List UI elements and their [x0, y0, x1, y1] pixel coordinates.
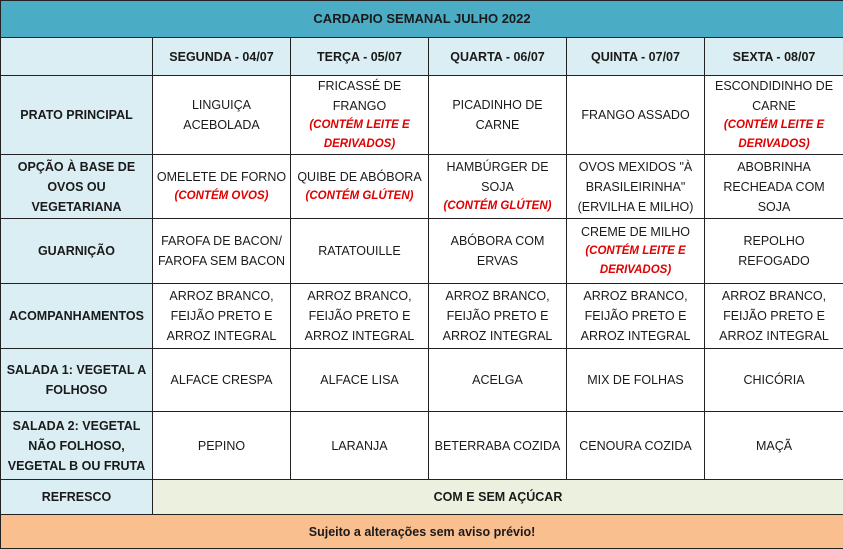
- menu-cell: ALFACE CRESPA: [153, 349, 291, 412]
- dish-name: HAMBÚRGER DE SOJA: [432, 157, 563, 197]
- menu-cell: ARROZ BRANCO, FEIJÃO PRETO E ARROZ INTEG…: [429, 284, 567, 349]
- day-header: QUINTA - 07/07: [567, 38, 705, 76]
- dish-name: ACELGA: [432, 370, 563, 390]
- menu-cell: FRANGO ASSADO: [567, 76, 705, 155]
- dish-name: LINGUIÇA ACEBOLADA: [156, 95, 287, 135]
- dish-name: REPOLHO REFOGADO: [708, 231, 840, 271]
- menu-cell: PICADINHO DE CARNE: [429, 76, 567, 155]
- menu-row: SALADA 2: VEGETAL NÃO FOLHOSO, VEGETAL B…: [1, 412, 843, 480]
- dish-name: ABÓBORA COM ERVAS: [432, 231, 563, 271]
- allergen-note: (CONTÉM LEITE E DERIVADOS): [570, 242, 701, 280]
- menu-cell: ESCONDIDINHO DE CARNE(CONTÉM LEITE E DER…: [705, 76, 843, 155]
- row-label: SALADA 1: VEGETAL A FOLHOSO: [1, 349, 153, 412]
- menu-cell: CREME DE MILHO(CONTÉM LEITE E DERIVADOS): [567, 219, 705, 284]
- menu-cell: ARROZ BRANCO, FEIJÃO PRETO E ARROZ INTEG…: [705, 284, 843, 349]
- day-header: SEXTA - 08/07: [705, 38, 843, 76]
- dish-name: QUIBE DE ABÓBORA: [294, 167, 425, 187]
- menu-cell: ABÓBORA COM ERVAS: [429, 219, 567, 284]
- allergen-note: (CONTÉM OVOS): [156, 187, 287, 206]
- menu-cell: ARROZ BRANCO, FEIJÃO PRETO E ARROZ INTEG…: [153, 284, 291, 349]
- menu-cell: ARROZ BRANCO, FEIJÃO PRETO E ARROZ INTEG…: [291, 284, 429, 349]
- allergen-note: (CONTÉM GLÚTEN): [432, 197, 563, 216]
- dish-name: ARROZ BRANCO, FEIJÃO PRETO E ARROZ INTEG…: [294, 286, 425, 346]
- dish-name: OVOS MEXIDOS "À BRASILEIRINHA" (ERVILHA …: [570, 157, 701, 217]
- dish-name: ARROZ BRANCO, FEIJÃO PRETO E ARROZ INTEG…: [156, 286, 287, 346]
- menu-cell: HAMBÚRGER DE SOJA(CONTÉM GLÚTEN): [429, 155, 567, 219]
- day-header: QUARTA - 06/07: [429, 38, 567, 76]
- menu-cell: BETERRABA COZIDA: [429, 412, 567, 480]
- menu-cell: ALFACE LISA: [291, 349, 429, 412]
- dish-name: PICADINHO DE CARNE: [432, 95, 563, 135]
- menu-cell: OMELETE DE FORNO(CONTÉM OVOS): [153, 155, 291, 219]
- menu-cell: QUIBE DE ABÓBORA(CONTÉM GLÚTEN): [291, 155, 429, 219]
- allergen-note: (CONTÉM LEITE E DERIVADOS): [708, 116, 840, 154]
- row-label: PRATO PRINCIPAL: [1, 76, 153, 155]
- dish-name: ABOBRINHA RECHEADA COM SOJA: [708, 157, 840, 217]
- dish-name: ARROZ BRANCO, FEIJÃO PRETO E ARROZ INTEG…: [570, 286, 701, 346]
- menu-cell: CHICÓRIA: [705, 349, 843, 412]
- day-header: SEGUNDA - 04/07: [153, 38, 291, 76]
- dish-name: FRANGO ASSADO: [570, 105, 701, 125]
- dish-name: FRICASSÉ DE FRANGO: [294, 76, 425, 116]
- dish-name: CREME DE MILHO: [570, 222, 701, 242]
- menu-cell: FRICASSÉ DE FRANGO(CONTÉM LEITE E DERIVA…: [291, 76, 429, 155]
- footer-note: Sujeito a alterações sem aviso prévio!: [1, 515, 843, 549]
- row-label: GUARNIÇÃO: [1, 219, 153, 284]
- dish-name: MAÇÃ: [708, 436, 840, 456]
- dish-name: ESCONDIDINHO DE CARNE: [708, 76, 840, 116]
- row-label: REFRESCO: [1, 480, 153, 515]
- dish-name: CENOURA COZIDA: [570, 436, 701, 456]
- menu-cell: LARANJA: [291, 412, 429, 480]
- menu-cell: MAÇÃ: [705, 412, 843, 480]
- menu-cell: CENOURA COZIDA: [567, 412, 705, 480]
- dish-name: ALFACE LISA: [294, 370, 425, 390]
- allergen-note: (CONTÉM LEITE E DERIVADOS): [294, 116, 425, 154]
- menu-cell: PEPINO: [153, 412, 291, 480]
- menu-cell: RATATOUILLE: [291, 219, 429, 284]
- dish-name: ALFACE CRESPA: [156, 370, 287, 390]
- day-header: TERÇA - 05/07: [291, 38, 429, 76]
- menu-cell: REPOLHO REFOGADO: [705, 219, 843, 284]
- dish-name: PEPINO: [156, 436, 287, 456]
- row-label: OPÇÃO À BASE DE OVOS OU VEGETARIANA: [1, 155, 153, 219]
- row-label: ACOMPANHAMENTOS: [1, 284, 153, 349]
- menu-cell: OVOS MEXIDOS "À BRASILEIRINHA" (ERVILHA …: [567, 155, 705, 219]
- refresco-row: REFRESCO COM E SEM AÇÚCAR: [1, 480, 843, 515]
- menu-cell: ARROZ BRANCO, FEIJÃO PRETO E ARROZ INTEG…: [567, 284, 705, 349]
- row-label: SALADA 2: VEGETAL NÃO FOLHOSO, VEGETAL B…: [1, 412, 153, 480]
- allergen-note: (CONTÉM GLÚTEN): [294, 187, 425, 206]
- menu-cell: LINGUIÇA ACEBOLADA: [153, 76, 291, 155]
- menu-cell: MIX DE FOLHAS: [567, 349, 705, 412]
- dish-name: ARROZ BRANCO, FEIJÃO PRETO E ARROZ INTEG…: [432, 286, 563, 346]
- menu-cell: FAROFA DE BACON/ FAROFA SEM BACON: [153, 219, 291, 284]
- dish-name: MIX DE FOLHAS: [570, 370, 701, 390]
- menu-title: CARDAPIO SEMANAL JULHO 2022: [1, 1, 843, 38]
- menu-cell: ACELGA: [429, 349, 567, 412]
- dish-name: CHICÓRIA: [708, 370, 840, 390]
- dish-name: RATATOUILLE: [294, 241, 425, 261]
- dish-name: LARANJA: [294, 436, 425, 456]
- dish-name: BETERRABA COZIDA: [432, 436, 563, 456]
- refresco-value: COM E SEM AÇÚCAR: [153, 480, 843, 515]
- dish-name: OMELETE DE FORNO: [156, 167, 287, 187]
- corner-cell: [1, 38, 153, 76]
- dish-name: ARROZ BRANCO, FEIJÃO PRETO E ARROZ INTEG…: [708, 286, 840, 346]
- menu-cell: ABOBRINHA RECHEADA COM SOJA: [705, 155, 843, 219]
- dish-name: FAROFA DE BACON/ FAROFA SEM BACON: [156, 231, 287, 271]
